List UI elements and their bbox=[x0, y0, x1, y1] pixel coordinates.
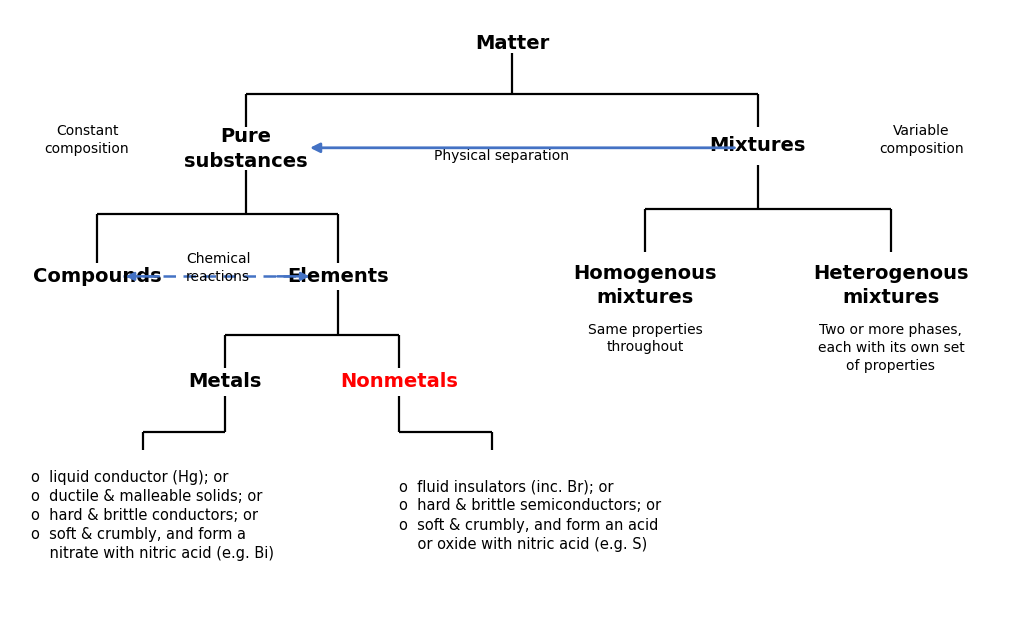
Text: o  liquid conductor (Hg); or
o  ductile & malleable solids; or
o  hard & brittle: o liquid conductor (Hg); or o ductile & … bbox=[31, 469, 273, 561]
Text: Compounds: Compounds bbox=[33, 267, 162, 286]
Text: Same properties
throughout: Same properties throughout bbox=[588, 322, 702, 355]
Text: Constant
composition: Constant composition bbox=[45, 124, 129, 156]
Text: Metals: Metals bbox=[188, 373, 262, 391]
Text: Variable
composition: Variable composition bbox=[880, 124, 964, 156]
Text: Mixtures: Mixtures bbox=[710, 137, 806, 155]
Text: Pure
substances: Pure substances bbox=[184, 127, 307, 171]
Text: Matter: Matter bbox=[475, 34, 549, 53]
Text: Two or more phases,
each with its own set
of properties: Two or more phases, each with its own se… bbox=[817, 323, 965, 373]
Text: Physical separation: Physical separation bbox=[434, 150, 569, 163]
Text: Chemical
reactions: Chemical reactions bbox=[186, 252, 250, 284]
Text: Homogenous
mixtures: Homogenous mixtures bbox=[573, 264, 717, 307]
Text: Heterogenous
mixtures: Heterogenous mixtures bbox=[813, 264, 969, 307]
Text: Nonmetals: Nonmetals bbox=[340, 373, 459, 391]
Text: o  fluid insulators (inc. Br); or
o  hard & brittle semiconductors; or
o  soft &: o fluid insulators (inc. Br); or o hard … bbox=[399, 479, 662, 551]
Text: Elements: Elements bbox=[287, 267, 389, 286]
